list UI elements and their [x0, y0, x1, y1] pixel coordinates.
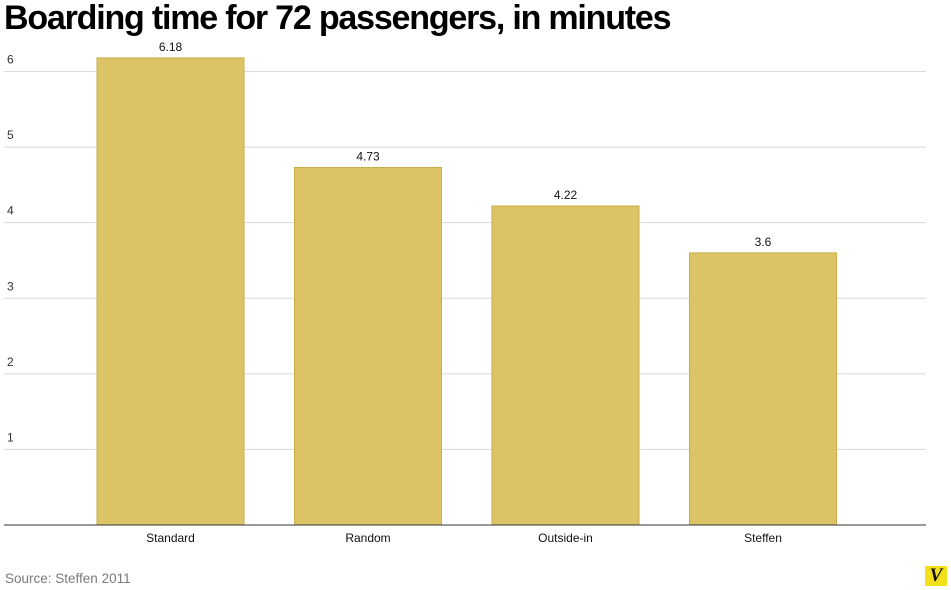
- data-label: 6.18: [159, 40, 183, 54]
- bar-steffen: [689, 252, 837, 526]
- y-axis-ticks: 1 2 3 4 5 6: [7, 53, 14, 445]
- bar-outside-in: [491, 205, 640, 526]
- y-tick-label: 3: [7, 279, 14, 293]
- bar-random: [294, 166, 442, 526]
- data-label: 3.6: [755, 235, 772, 249]
- x-tick-label: Outside-in: [538, 531, 593, 545]
- x-tick-label: Steffen: [744, 531, 782, 545]
- vox-logo: V: [925, 566, 947, 586]
- y-tick-label: 4: [7, 204, 14, 218]
- data-labels: 6.18 4.73 4.22 3.6: [159, 40, 772, 249]
- y-tick-label: 2: [7, 355, 14, 369]
- x-tick-label: Random: [345, 531, 390, 545]
- source-note: Source: Steffen 2011: [5, 571, 131, 586]
- y-tick-label: 5: [7, 128, 14, 142]
- data-label: 4.73: [356, 149, 380, 163]
- bars: [96, 57, 837, 526]
- y-tick-label: 6: [7, 53, 14, 67]
- category-labels: Standard Random Outside-in Steffen: [146, 531, 782, 545]
- data-label: 4.22: [554, 188, 578, 202]
- y-tick-label: 1: [7, 430, 14, 444]
- chart-title: Boarding time for 72 passengers, in minu…: [4, 0, 672, 37]
- bar-standard: [96, 57, 245, 526]
- x-tick-label: Standard: [146, 531, 195, 545]
